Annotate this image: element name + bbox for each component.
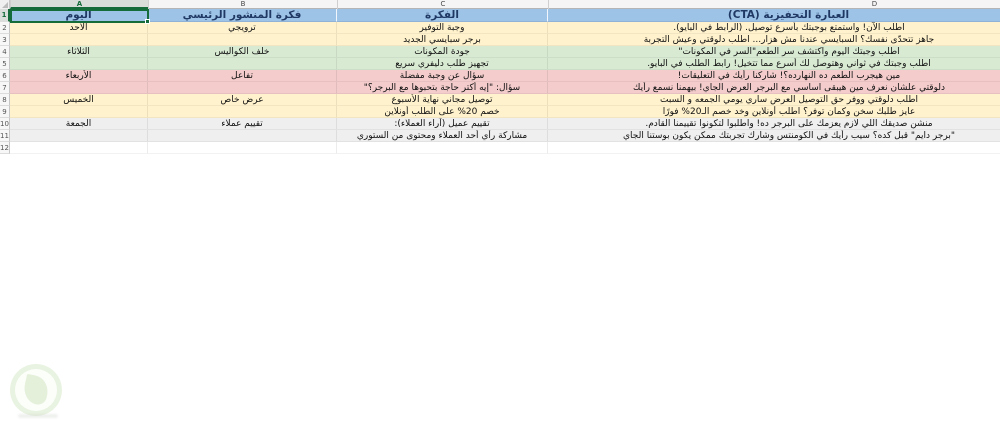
table-row: الأحد ترويجي وجبة التوفير اطلب الآن! واس… — [10, 22, 1000, 34]
table-row: الأربعاء تفاعل سؤال عن وجبة مفضلة مين هي… — [10, 70, 1000, 82]
header-main-post-idea[interactable]: فكرة المنشور الرئيسي — [148, 9, 337, 22]
cell-post-idea[interactable] — [148, 82, 337, 94]
cell-idea[interactable]: سؤال: "إيه أكتر حاجة بتحبوها مع البرجر؟" — [337, 82, 548, 94]
cell-idea[interactable] — [337, 142, 548, 154]
cell-cta[interactable]: اطلب وجبتك اليوم واكتشف سر الطعم"السر في… — [548, 46, 1000, 58]
cell-day[interactable] — [10, 58, 148, 70]
cell-cta[interactable]: جاهز تتحدّى نفسك؟ السبايسي عندنا مش هزار… — [548, 34, 1000, 46]
header-cta[interactable]: العبارة التحفيزية (CTA) — [548, 9, 1000, 22]
table-row: مشاركة رأي أحد العملاء ومحتوى من الستوري… — [10, 130, 1000, 142]
cell-day[interactable] — [10, 34, 148, 46]
cell-post-idea[interactable]: تقييم عملاء — [148, 118, 337, 130]
table-row — [10, 142, 1000, 154]
cell-post-idea[interactable] — [148, 106, 337, 118]
cell-idea[interactable]: مشاركة رأي أحد العملاء ومحتوى من الستوري — [337, 130, 548, 142]
cell-idea[interactable]: جودة المكونات — [337, 46, 548, 58]
cell-post-idea[interactable] — [148, 58, 337, 70]
row-header-10[interactable]: 10 — [0, 118, 10, 130]
cell-cta[interactable]: دلوقتي علشان نعرف مين هيبقى اساسي مع الب… — [548, 82, 1000, 94]
cell-day[interactable] — [10, 130, 148, 142]
watermark-caption — [18, 414, 58, 418]
cell-idea[interactable]: خصم 20% على الطلب أونلاين — [337, 106, 548, 118]
table-row: تجهيز طلب دليفري سريع اطلب وجبتك في ثوان… — [10, 58, 1000, 70]
header-day[interactable]: اليوم — [10, 9, 148, 22]
column-header-b[interactable]: B — [148, 0, 337, 9]
header-idea[interactable]: الفكرة — [337, 9, 548, 22]
cell-idea[interactable]: توصيل مجاني نهاية الأسبوع — [337, 94, 548, 106]
row-header-12[interactable]: 12 — [0, 142, 10, 154]
column-header-bar: A B C D — [0, 0, 1000, 9]
cell-post-idea[interactable]: تفاعل — [148, 70, 337, 82]
row-header-11[interactable]: 11 — [0, 130, 10, 142]
table-row: الخميس عرض خاص توصيل مجاني نهاية الأسبوع… — [10, 94, 1000, 106]
table-row: الجمعة تقييم عملاء تقييم عميل (آراء العم… — [10, 118, 1000, 130]
cell-post-idea[interactable] — [148, 130, 337, 142]
cell-day[interactable]: الثلاثاء — [10, 46, 148, 58]
cell-day[interactable] — [10, 82, 148, 94]
table-row: خصم 20% على الطلب أونلاين عايز طلبك سخن … — [10, 106, 1000, 118]
cell-day[interactable] — [10, 142, 148, 154]
cell-cta[interactable]: اطلب وجبتك في ثواني وهتوصل لك أسرع مما ت… — [548, 58, 1000, 70]
watermark-logo — [8, 364, 74, 420]
row-header-6[interactable]: 6 — [0, 70, 10, 82]
cell-cta[interactable]: اطلب دلوقتي ووفر حق التوصيل العرض ساري ي… — [548, 94, 1000, 106]
row-header-4[interactable]: 4 — [0, 46, 10, 58]
table-row: سؤال: "إيه أكتر حاجة بتحبوها مع البرجر؟"… — [10, 82, 1000, 94]
row-header-3[interactable]: 3 — [0, 34, 10, 46]
row-header-8[interactable]: 8 — [0, 94, 10, 106]
cell-idea[interactable]: تقييم عميل (آراء العملاء): — [337, 118, 548, 130]
cell-idea[interactable]: سؤال عن وجبة مفضلة — [337, 70, 548, 82]
row-header-5[interactable]: 5 — [0, 58, 10, 70]
cell-cta[interactable]: "برجر دايم" قبل كده؟ سيب رأيك في الكومنت… — [548, 130, 1000, 142]
cell-day[interactable] — [10, 106, 148, 118]
select-all-corner[interactable] — [0, 0, 10, 9]
cell-post-idea[interactable]: ترويجي — [148, 22, 337, 34]
row-header-2[interactable]: 2 — [0, 22, 10, 34]
cell-idea[interactable]: برجر سبايسي الجديد — [337, 34, 548, 46]
cell-post-idea[interactable] — [148, 142, 337, 154]
column-header-d[interactable]: D — [548, 0, 1000, 9]
row-header-1[interactable]: 1 — [0, 9, 10, 22]
cell-idea[interactable]: تجهيز طلب دليفري سريع — [337, 58, 548, 70]
cell-day[interactable]: الجمعة — [10, 118, 148, 130]
row-header-7[interactable]: 7 — [0, 82, 10, 94]
cell-day[interactable]: الأربعاء — [10, 70, 148, 82]
grid: اليوم فكرة المنشور الرئيسي الفكرة العبار… — [10, 9, 1000, 154]
row-number-gutter: 1 2 3 4 5 6 7 8 9 10 11 12 — [0, 9, 10, 154]
cell-post-idea[interactable]: عرض خاص — [148, 94, 337, 106]
cell-post-idea[interactable] — [148, 34, 337, 46]
cell-cta[interactable] — [548, 142, 1000, 154]
cell-day[interactable]: الخميس — [10, 94, 148, 106]
cell-idea[interactable]: وجبة التوفير — [337, 22, 548, 34]
cell-cta[interactable]: اطلب الآن! واستمتع بوجبتك بأسرع توصيل. (… — [548, 22, 1000, 34]
table-row: برجر سبايسي الجديد جاهز تتحدّى نفسك؟ الس… — [10, 34, 1000, 46]
cell-cta[interactable]: مين هيجرب الطعم ده النهارده؟! شاركنا رأي… — [548, 70, 1000, 82]
cell-cta[interactable]: عايز طلبك سخن وكمان توفر؟ اطلب أونلاين و… — [548, 106, 1000, 118]
cell-post-idea[interactable]: خلف الكواليس — [148, 46, 337, 58]
table-header-row: اليوم فكرة المنشور الرئيسي الفكرة العبار… — [10, 9, 1000, 22]
column-header-c[interactable]: C — [337, 0, 548, 9]
cell-cta[interactable]: منشن صديقك اللي لازم يعزمك على البرجر ده… — [548, 118, 1000, 130]
cell-day[interactable]: الأحد — [10, 22, 148, 34]
watermark-circle-icon — [10, 364, 62, 416]
table-row: الثلاثاء خلف الكواليس جودة المكونات اطلب… — [10, 46, 1000, 58]
row-header-9[interactable]: 9 — [0, 106, 10, 118]
column-header-a[interactable]: A — [10, 0, 148, 9]
